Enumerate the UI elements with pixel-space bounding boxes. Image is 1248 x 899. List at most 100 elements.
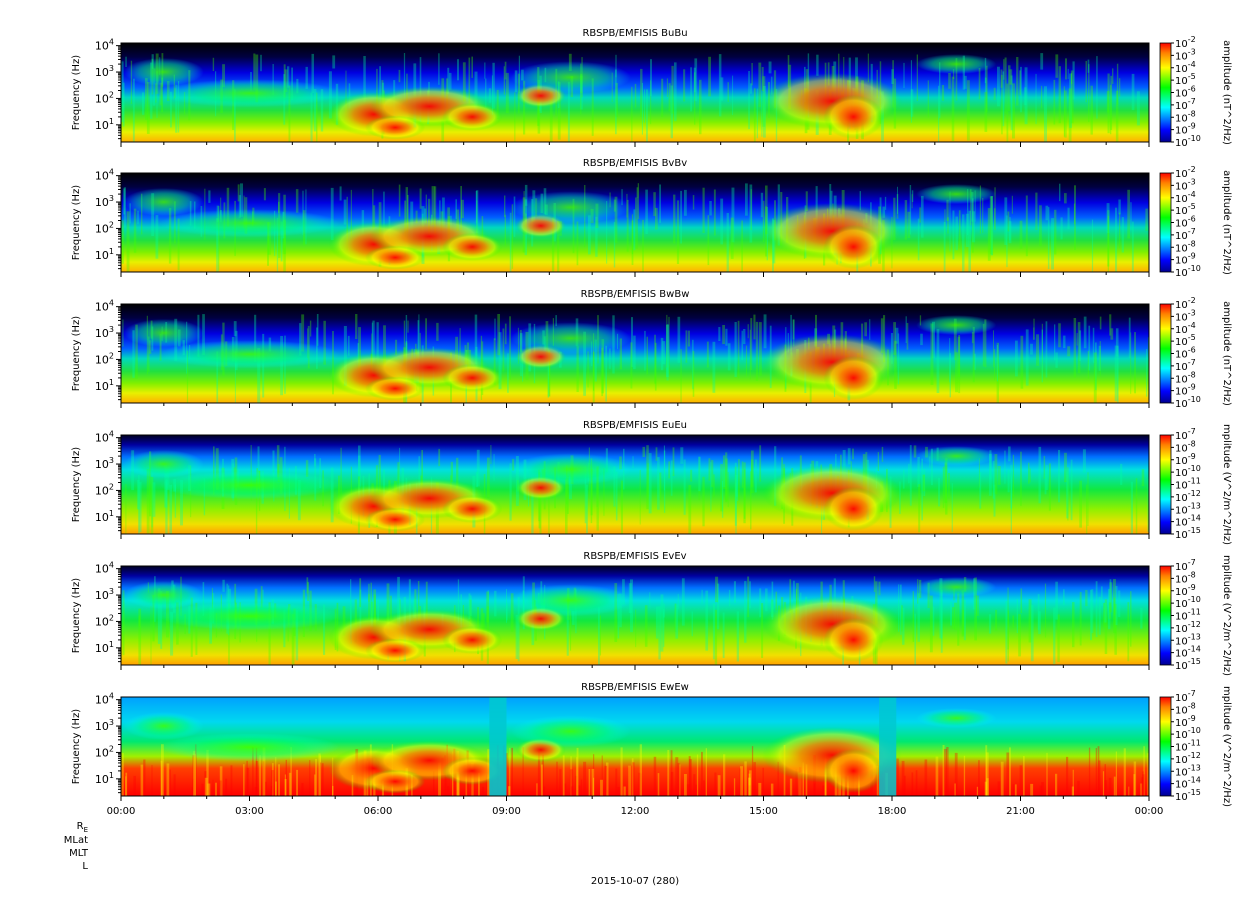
spectral-streak <box>684 774 687 796</box>
spectral-streak <box>1009 217 1011 241</box>
colorbar-tick-label: 10-15 <box>1175 788 1201 803</box>
spectral-streak <box>138 474 140 534</box>
spectral-streak <box>255 54 259 103</box>
spectral-streak <box>572 610 575 625</box>
spectral-streak <box>253 53 256 90</box>
spectral-streak <box>372 189 374 230</box>
spectral-streak <box>739 768 741 796</box>
spectral-streak <box>917 593 920 642</box>
spectral-streak <box>992 461 995 499</box>
spectral-streak <box>1093 352 1097 403</box>
spectral-streak <box>942 745 945 796</box>
spectral-streak <box>424 208 427 224</box>
spectral-streak <box>754 459 757 493</box>
spectral-streak <box>350 579 352 639</box>
spectral-streak <box>305 66 308 89</box>
spectral-streak <box>215 782 217 796</box>
spectral-streak <box>659 472 662 500</box>
spectral-streak <box>1041 329 1043 383</box>
spectral-streak <box>944 462 947 503</box>
emission-region <box>916 446 997 467</box>
spectral-streak <box>978 68 981 100</box>
spectral-streak <box>1131 73 1135 111</box>
colorbar-tick-label: 10-3 <box>1175 47 1196 62</box>
spectral-streak <box>1073 318 1077 378</box>
spectral-streak <box>1090 85 1093 135</box>
spectral-streak <box>316 314 319 346</box>
spectral-streak <box>267 222 271 255</box>
spectral-streak <box>155 83 157 103</box>
spectral-streak <box>1060 217 1063 240</box>
emission-region <box>442 102 503 131</box>
spectral-streak <box>653 756 657 796</box>
spectral-streak <box>143 759 146 796</box>
spectral-streak <box>1115 90 1119 142</box>
spectral-streak <box>666 314 668 368</box>
colorbar-tick-label: 10-4 <box>1175 321 1196 336</box>
spectral-streak <box>913 445 917 458</box>
spectral-streak <box>1064 90 1067 138</box>
spectral-streak <box>1114 345 1118 402</box>
emission-region <box>365 115 426 140</box>
spectral-streak <box>952 69 955 80</box>
spectral-streak <box>631 214 633 255</box>
spectral-streak <box>1033 327 1035 340</box>
spectral-streak <box>490 445 492 465</box>
spectral-streak <box>1044 583 1047 638</box>
emission-region <box>159 471 340 500</box>
spectral-streak <box>125 772 128 796</box>
spectral-streak <box>323 320 326 365</box>
spectral-streak <box>989 450 992 480</box>
colorbar-tick-label: 10-3 <box>1175 308 1196 323</box>
spectral-streak <box>637 183 639 219</box>
spectral-streak <box>555 315 557 327</box>
spectral-streak <box>622 579 625 605</box>
spectral-streak <box>914 613 916 665</box>
spectral-streak <box>551 217 555 272</box>
spectral-streak <box>1130 202 1132 231</box>
spectral-streak <box>655 606 659 639</box>
spectral-streak <box>219 780 222 796</box>
spectral-streak <box>1000 761 1004 796</box>
spectral-streak <box>1133 774 1136 796</box>
spectral-streak <box>1025 329 1029 386</box>
spectral-streak <box>715 576 719 603</box>
spectral-streak <box>938 477 941 507</box>
spectral-streak <box>359 578 362 608</box>
spectral-streak <box>255 477 258 534</box>
spectral-streak <box>805 191 808 211</box>
spectral-streak <box>449 72 452 90</box>
spectral-streak <box>1057 614 1060 662</box>
spectral-streak <box>1103 602 1106 628</box>
spectral-streak <box>699 79 702 135</box>
spectral-streak <box>165 479 168 534</box>
spectral-streak <box>751 450 754 494</box>
spectral-streak <box>494 590 497 617</box>
spectral-streak <box>318 753 321 796</box>
spectral-streak <box>771 76 773 95</box>
spectral-streak <box>240 183 243 217</box>
spectral-streak <box>789 778 793 796</box>
spectral-streak <box>399 447 401 507</box>
spectral-streak <box>722 470 726 488</box>
colorbar-tick-label: 10-7 <box>1175 97 1196 112</box>
spectral-streak <box>1019 70 1021 96</box>
spectral-streak <box>195 602 198 655</box>
spectral-streak <box>924 759 928 796</box>
colorbar-tick-label: 10-4 <box>1175 190 1196 205</box>
spectral-streak <box>1085 60 1087 103</box>
spectral-streak <box>953 318 957 361</box>
spectral-streak <box>332 331 334 395</box>
spectral-streak <box>125 56 127 67</box>
spectral-streak <box>1070 459 1073 521</box>
spectral-streak <box>487 457 490 498</box>
spectral-streak <box>408 579 411 626</box>
spectral-streak <box>743 469 746 519</box>
spectral-streak <box>233 321 237 337</box>
spectral-streak <box>1109 582 1113 613</box>
spectral-streak <box>670 85 673 139</box>
spectral-streak <box>738 459 740 501</box>
spectral-streak <box>993 330 994 367</box>
spectral-streak <box>927 582 930 609</box>
spectral-streak <box>1011 195 1013 214</box>
